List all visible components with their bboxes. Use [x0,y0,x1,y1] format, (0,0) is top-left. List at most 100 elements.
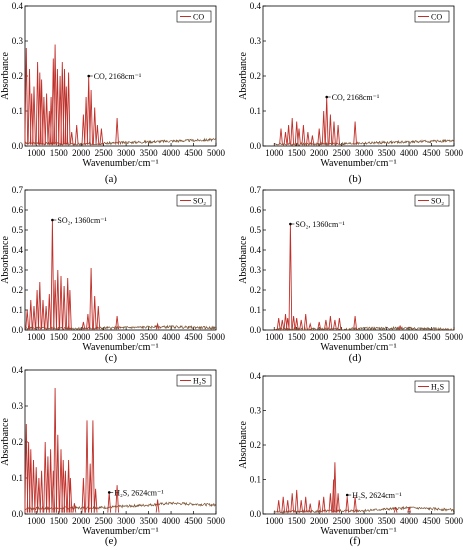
y-axis-label: Absorbance [238,52,249,100]
x-tick-label: 1500 [288,516,307,526]
y-tick-label: 0.4 [250,1,262,11]
spectrum-peak [74,124,79,145]
spectrum-peak [84,96,88,145]
y-axis-label: Absorbance [238,236,249,284]
spectrum-peak [276,500,281,513]
y-tick-label: 0.1 [250,106,261,116]
x-tick-label: 3000 [355,148,374,158]
legend-entry: SO₂ [431,197,444,206]
spectrum-peak [25,309,30,330]
x-tick-label: 4000 [400,332,419,342]
spectrum-peak [47,293,52,330]
spectrum-peak [317,500,322,513]
y-tick-label: 0.1 [250,475,261,485]
legend-entry: CO [431,13,442,22]
y-tick-label: 0.1 [12,473,23,483]
spectrum-peak [279,128,283,145]
y-axis-label: Absorbance [0,52,11,100]
y-tick-label: 0.2 [12,285,23,295]
spectrum-peak [345,496,350,513]
spectrum-baseline [24,324,217,331]
spectrum-peak [290,493,295,513]
panel-label: (c) [105,352,118,364]
spectrum-peak [53,44,57,145]
y-tick-label: 0.0 [250,141,262,151]
spectrum-peak [337,317,342,330]
spectrum-peak [32,305,36,330]
legend-entry: CO [193,13,204,22]
x-tick-label: 5000 [445,148,463,158]
x-tick-label: 4500 [185,516,204,526]
legend-box [176,194,212,207]
annotation-marker [107,491,111,494]
legend-box [414,10,450,23]
spectrum-peak [407,506,411,513]
legend-box [176,374,212,387]
spectrum-peak [333,462,337,513]
spectrum-peak [328,114,333,145]
spectrum-peak [324,96,329,145]
spectrum-peak [297,128,301,145]
spectrum-peak [59,275,63,330]
x-tick-label: 4500 [423,148,442,158]
spectrum-baseline [273,138,455,147]
spectrum-peak [303,313,308,330]
plot-frame [262,189,455,331]
spectrum-peak [285,500,290,513]
spectrum-peak [69,131,74,145]
spectrum-peak [99,128,104,145]
x-tick-label: 1500 [288,332,307,342]
y-tick-label: 0.6 [250,205,262,215]
spectrum-peak [288,223,293,330]
x-tick-label: 1500 [50,332,69,342]
y-tick-label: 0.4 [250,371,262,381]
y-tick-label: 0.1 [12,106,23,116]
spectrum-peak [398,324,402,330]
panel-label: (e) [105,535,118,547]
spectrum-peak [95,124,100,145]
spectrum-peak [301,124,306,145]
legend-entry: H₂S [193,377,206,386]
y-tick-label: 0.2 [250,440,261,450]
spectrum-peak [290,117,295,145]
y-tick-label: 0.3 [12,36,24,46]
y-tick-label: 0.7 [12,185,24,195]
spectrum-peak [65,277,70,330]
spectrum-peak [353,315,357,330]
x-tick-label: 2500 [333,516,352,526]
spectrum-peak [299,319,304,330]
x-tick-label: 4500 [185,332,204,342]
x-tick-label: 2500 [95,148,114,158]
spectrum-peak [294,317,299,330]
x-tick-label: 2000 [310,332,329,342]
peak-annotation: SO₂, 1360cm⁻¹ [295,220,345,229]
spectrum-peak [81,477,86,513]
spectrum-peak [44,93,49,145]
spectrum-peak [336,493,340,513]
peak-annotation: H₂S, 2624cm⁻¹ [114,488,164,497]
x-axis-label: Wavenumber/cm⁻¹ [320,158,396,169]
spectrum-peak [44,305,48,330]
peak-annotation: CO, 2168cm⁻¹ [94,72,142,81]
spectrum-peak [34,467,39,513]
y-axis-label: Absorbance [238,421,249,469]
spectrum-peak [62,285,66,330]
x-tick-label: 3000 [117,332,136,342]
x-tick-label: 5000 [207,516,226,526]
panel-c: 0.0 0.1 0.2 0.3 0.4 0.5 0.6 0.7 1000 1500 2000 2500… [0,185,226,364]
x-tick-label: 1500 [50,516,69,526]
spectrum-peak [353,121,357,145]
spectrum-peak [68,289,72,330]
spectrum-peak [35,289,39,330]
spectrum-peak [115,117,119,145]
x-tick-label: 4500 [423,516,442,526]
x-tick-label: 5000 [207,148,226,158]
x-tick-label: 4000 [162,332,181,342]
peak-annotation: CO, 2168cm⁻¹ [332,93,380,102]
panel-d: 0.0 0.1 0.2 0.3 0.4 0.5 0.6 0.7 1000 1500 2000 2500… [238,185,463,364]
x-axis-label: Wavenumber/cm⁻¹ [82,526,158,537]
x-tick-label: 1500 [50,148,69,158]
